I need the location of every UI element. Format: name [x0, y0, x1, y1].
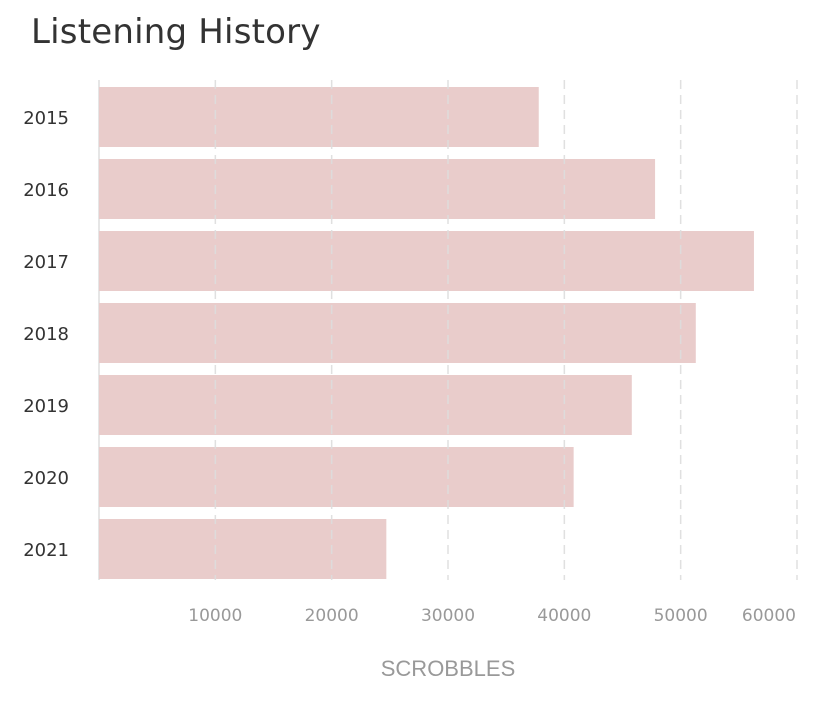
category-label-2020: 2020 [23, 468, 69, 489]
bar-2021 [99, 519, 387, 579]
x-tick-label-30000: 30000 [421, 606, 475, 626]
x-tick-label-50000: 50000 [654, 606, 708, 626]
category-label-2019: 2019 [23, 396, 69, 417]
bars [99, 80, 798, 580]
bar-2017 [99, 231, 754, 291]
bar-2019 [99, 375, 632, 435]
category-label-2015: 2015 [23, 108, 69, 129]
category-labels: 2015 2016 2017 2018 2019 2020 2021 [23, 108, 69, 561]
x-tick-label-60000: 60000 [742, 606, 796, 626]
chart-title: Listening History [31, 12, 321, 52]
bar-2016 [99, 159, 656, 219]
bar-2020 [99, 447, 574, 507]
x-tick-label-40000: 40000 [537, 606, 591, 626]
category-label-2018: 2018 [23, 324, 69, 345]
x-tick-label-20000: 20000 [305, 606, 359, 626]
category-label-2017: 2017 [23, 252, 69, 273]
x-tick-label-10000: 10000 [188, 606, 242, 626]
category-label-2021: 2021 [23, 540, 69, 561]
x-tick-labels: 10000 20000 30000 40000 50000 60000 [188, 606, 796, 626]
category-label-2016: 2016 [23, 180, 69, 201]
x-axis-label: SCROBBLES [380, 656, 516, 681]
bar-2015 [99, 87, 539, 147]
bar-2018 [99, 303, 696, 363]
